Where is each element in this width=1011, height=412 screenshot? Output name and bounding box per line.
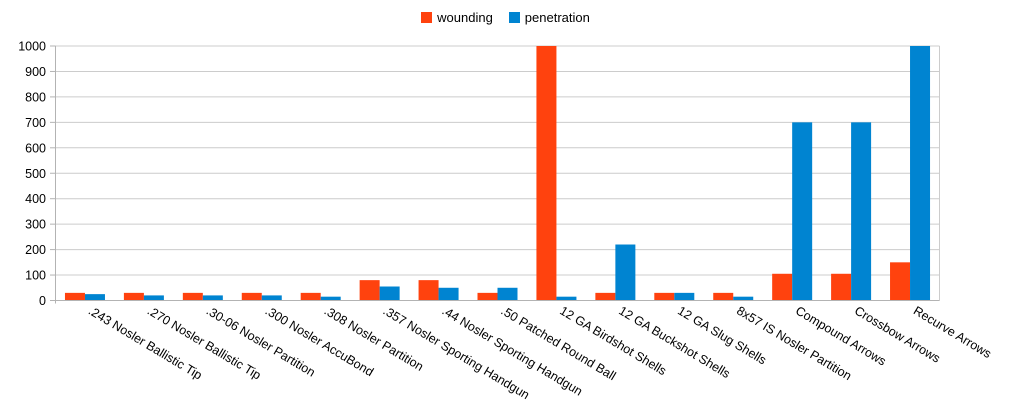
x-axis-label: .308 Nosler Partition bbox=[322, 304, 426, 374]
bar-penetration-5 bbox=[379, 286, 400, 301]
bar-wounding-5 bbox=[359, 280, 380, 301]
y-axis-tick-label: 200 bbox=[25, 243, 46, 257]
bar-penetration-12 bbox=[792, 122, 813, 301]
x-axis-label: .300 Nosler AccuBond bbox=[263, 304, 376, 380]
y-axis-tick-label: 800 bbox=[25, 90, 46, 104]
bar-penetration-14 bbox=[910, 46, 931, 301]
bar-penetration-13 bbox=[851, 122, 872, 301]
y-axis-tick-label: 400 bbox=[25, 192, 46, 206]
x-axis-label: 12 GA Buckshot Shells bbox=[616, 304, 732, 381]
y-axis-tick-label: 1000 bbox=[18, 40, 46, 54]
y-axis-tick-label: 600 bbox=[25, 141, 46, 155]
bar-wounding-14 bbox=[890, 262, 911, 301]
bar-wounding-8 bbox=[536, 46, 557, 301]
y-axis-tick-label: 100 bbox=[25, 269, 46, 283]
bar-wounding-0 bbox=[64, 292, 85, 301]
y-axis-tick-label: 700 bbox=[25, 116, 46, 130]
bar-wounding-7 bbox=[477, 292, 498, 301]
bar-wounding-3 bbox=[241, 292, 262, 301]
y-axis-tick-label: 500 bbox=[25, 167, 46, 181]
bar-penetration-6 bbox=[438, 287, 459, 301]
bar-wounding-10 bbox=[654, 292, 675, 301]
bar-penetration-7 bbox=[497, 287, 518, 301]
y-axis-tick-label: 900 bbox=[25, 65, 46, 79]
bar-penetration-1 bbox=[143, 295, 164, 301]
bar-wounding-2 bbox=[182, 292, 203, 301]
bar-penetration-3 bbox=[261, 295, 282, 301]
bar-wounding-11 bbox=[713, 292, 734, 301]
legend-swatch-penetration bbox=[508, 12, 520, 23]
legend-item-penetration: penetration bbox=[508, 10, 590, 25]
y-axis-tick-label: 0 bbox=[39, 294, 46, 308]
bar-penetration-8 bbox=[556, 296, 577, 301]
legend-item-wounding: wounding bbox=[421, 10, 493, 25]
legend-swatch-wounding bbox=[421, 12, 433, 23]
bar-wounding-13 bbox=[831, 273, 852, 301]
bar-wounding-9 bbox=[595, 292, 616, 301]
bar-penetration-10 bbox=[674, 292, 695, 301]
bar-penetration-11 bbox=[733, 296, 754, 301]
chart-legend: wounding penetration bbox=[0, 10, 1011, 25]
legend-label-penetration: penetration bbox=[524, 10, 590, 25]
y-axis-tick-label: 300 bbox=[25, 218, 46, 232]
bar-penetration-2 bbox=[202, 295, 223, 301]
bar-wounding-12 bbox=[772, 273, 793, 301]
bar-wounding-1 bbox=[123, 292, 144, 301]
bar-wounding-4 bbox=[300, 292, 321, 301]
bar-penetration-9 bbox=[615, 244, 636, 301]
bar-penetration-4 bbox=[320, 296, 341, 301]
bar-wounding-6 bbox=[418, 280, 439, 301]
bar-penetration-0 bbox=[84, 294, 105, 301]
legend-label-wounding: wounding bbox=[437, 10, 493, 25]
